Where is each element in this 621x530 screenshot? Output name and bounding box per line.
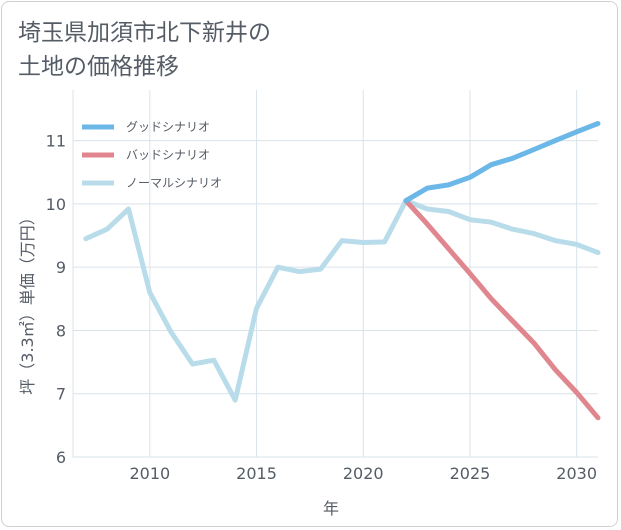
series-lines — [83, 121, 601, 421]
series-line — [403, 198, 601, 421]
x-tick-label: 2025 — [450, 464, 491, 483]
x-tick-labels: 2010 2015 2020 2025 2030 — [129, 464, 597, 483]
series-line — [83, 198, 601, 403]
y-axis-label: 坪（3.3㎡）単価（万円） — [18, 209, 37, 394]
y-tick-label: 11 — [46, 132, 66, 151]
y-tick-label: 8 — [56, 321, 66, 340]
x-tick-label: 2030 — [556, 464, 597, 483]
x-tick-label: 2020 — [343, 464, 384, 483]
chart-title: 埼玉県加須市北下新井の 土地の価格推移 — [18, 20, 271, 80]
legend-label: グッドシナリオ — [126, 120, 210, 134]
grid-lines — [72, 90, 598, 458]
y-tick-labels: 6 7 8 9 10 11 — [46, 132, 66, 467]
y-tick-label: 10 — [46, 195, 66, 214]
legend-label: ノーマルシナリオ — [126, 176, 222, 190]
series-line — [403, 121, 601, 204]
x-tick-label: 2015 — [236, 464, 277, 483]
x-axis-label: 年 — [323, 499, 339, 518]
y-tick-label: 9 — [56, 258, 66, 277]
y-tick-label: 7 — [56, 385, 66, 404]
y-tick-label: 6 — [56, 448, 66, 467]
x-tick-label: 2010 — [129, 464, 170, 483]
legend-label: バッドシナリオ — [126, 148, 210, 162]
